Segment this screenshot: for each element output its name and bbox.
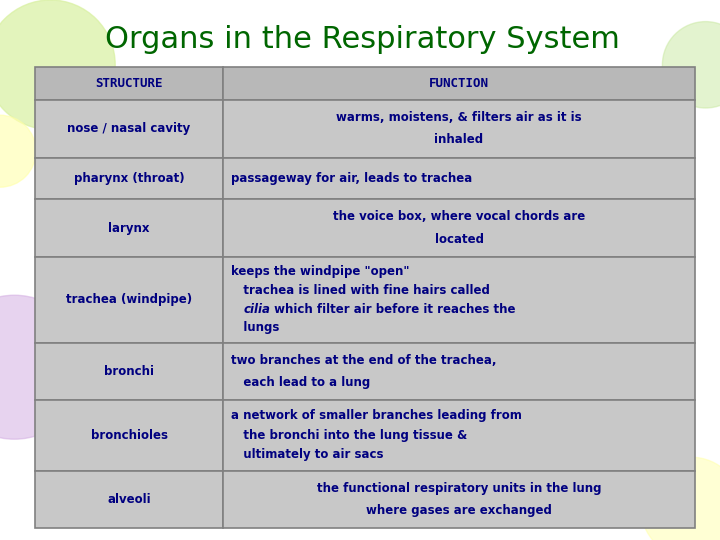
Text: STRUCTURE: STRUCTURE (95, 77, 163, 90)
Circle shape (641, 457, 720, 540)
Bar (35, 400, 223, 471)
Bar (35, 100, 223, 158)
Text: two branches at the end of the trachea,: two branches at the end of the trachea, (231, 354, 497, 367)
Circle shape (0, 115, 36, 187)
Text: larynx: larynx (108, 221, 150, 234)
Text: lungs: lungs (231, 321, 279, 334)
Text: cilia: cilia (243, 302, 270, 315)
Text: where gases are exchanged: where gases are exchanged (366, 504, 552, 517)
Bar (223, 199, 695, 256)
Text: bronchi: bronchi (104, 365, 154, 378)
Text: the voice box, where vocal chords are: the voice box, where vocal chords are (333, 211, 585, 224)
Text: the bronchi into the lung tissue &: the bronchi into the lung tissue & (231, 429, 467, 442)
Bar (35, 199, 223, 256)
Text: pharynx (throat): pharynx (throat) (73, 172, 184, 185)
Text: keeps the windpipe "open": keeps the windpipe "open" (231, 265, 410, 278)
Text: nose / nasal cavity: nose / nasal cavity (68, 123, 191, 136)
Circle shape (0, 0, 115, 130)
Bar (223, 67, 695, 100)
Bar (35, 343, 223, 400)
Text: passageway for air, leads to trachea: passageway for air, leads to trachea (231, 172, 472, 185)
Bar (223, 343, 695, 400)
Text: FUNCTION: FUNCTION (429, 77, 489, 90)
Bar (223, 158, 695, 199)
Text: ultimately to air sacs: ultimately to air sacs (231, 448, 384, 462)
Bar (223, 400, 695, 471)
Text: located: located (435, 233, 484, 246)
Text: the functional respiratory units in the lung: the functional respiratory units in the … (317, 482, 601, 495)
Text: inhaled: inhaled (434, 133, 484, 146)
Circle shape (0, 295, 86, 439)
Text: trachea (windpipe): trachea (windpipe) (66, 293, 192, 306)
Bar (35, 471, 223, 528)
Bar (223, 471, 695, 528)
Bar (35, 158, 223, 199)
Circle shape (662, 22, 720, 108)
Text: each lead to a lung: each lead to a lung (231, 376, 370, 389)
Text: which filter air before it reaches the: which filter air before it reaches the (270, 302, 516, 315)
Bar (35, 67, 223, 100)
Text: a network of smaller branches leading from: a network of smaller branches leading fr… (231, 409, 522, 422)
Bar (35, 256, 223, 343)
Text: warms, moistens, & filters air as it is: warms, moistens, & filters air as it is (336, 111, 582, 124)
Text: bronchioles: bronchioles (91, 429, 168, 442)
Text: trachea is lined with fine hairs called: trachea is lined with fine hairs called (231, 284, 490, 297)
Text: Organs in the Respiratory System: Organs in the Respiratory System (105, 25, 620, 54)
Text: alveoli: alveoli (107, 493, 151, 506)
Bar (223, 100, 695, 158)
Bar (223, 256, 695, 343)
